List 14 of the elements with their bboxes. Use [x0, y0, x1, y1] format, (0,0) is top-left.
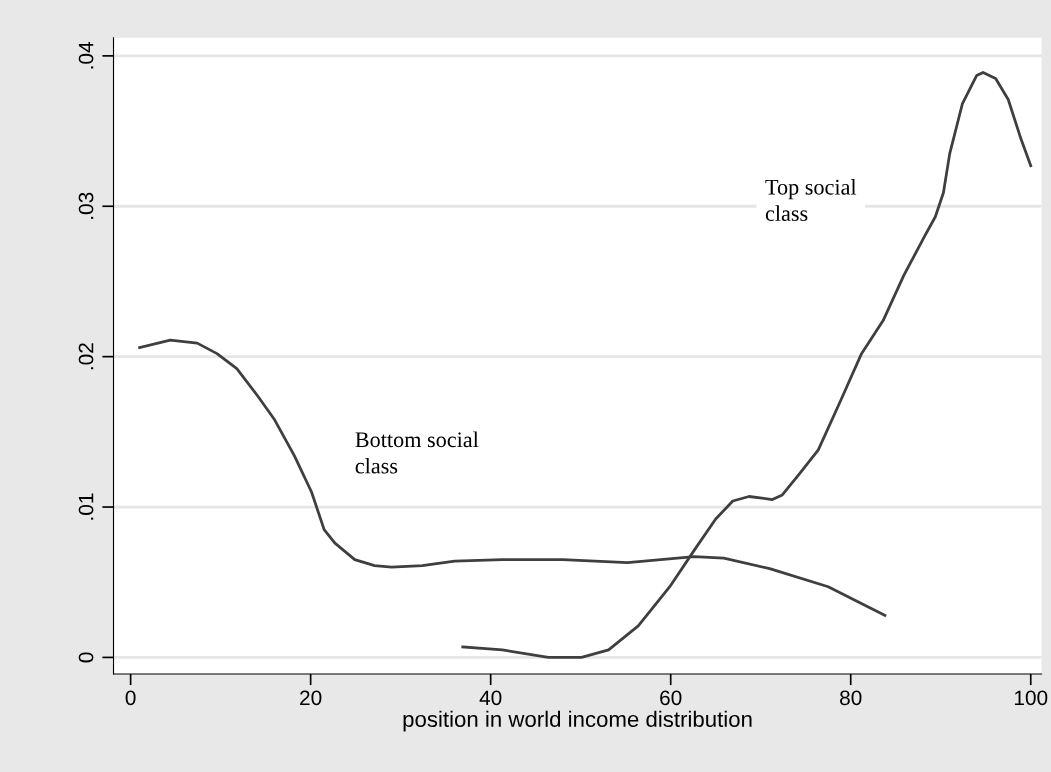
y-tick-label: .03 [78, 192, 94, 219]
y-tick-label: .01 [78, 493, 94, 520]
x-tick-label: 20 [300, 690, 322, 706]
x-tick-label: 60 [660, 690, 682, 706]
y-tick-label: 0 [78, 652, 94, 663]
y-tick-label: .02 [78, 343, 94, 370]
x-tick-label: 0 [125, 690, 136, 706]
annotation: Top social class [765, 179, 857, 222]
y-tick-label: .04 [78, 42, 94, 69]
annotation: Bottom social class [355, 431, 479, 474]
x-axis-title: position in world income distribution [403, 710, 752, 732]
x-tick-label: 100 [1014, 690, 1048, 706]
x-tick-label: 40 [479, 690, 502, 706]
x-tick-label: 80 [840, 690, 862, 706]
